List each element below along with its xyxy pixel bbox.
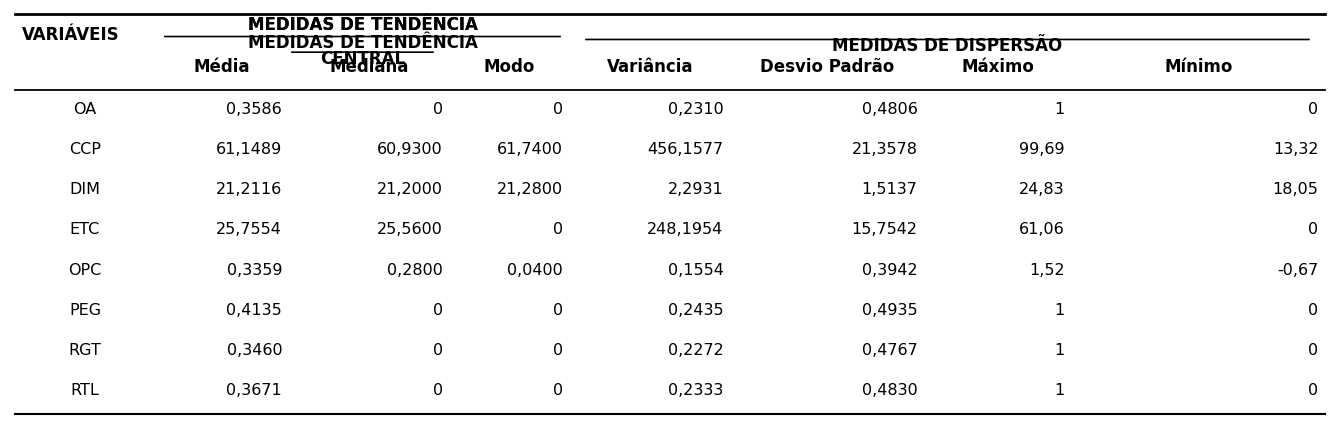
Text: 0,3359: 0,3359	[226, 263, 283, 278]
Text: 18,05: 18,05	[1273, 182, 1319, 197]
Text: 61,06: 61,06	[1018, 222, 1064, 237]
Text: 0,4806: 0,4806	[862, 102, 918, 117]
Text: Média: Média	[194, 58, 251, 76]
Text: 1: 1	[1055, 303, 1064, 318]
Text: 0,2310: 0,2310	[667, 102, 724, 117]
Text: 0: 0	[553, 343, 563, 358]
Text: 60,9300: 60,9300	[377, 142, 442, 157]
Text: PEG: PEG	[68, 303, 100, 318]
Text: MEDIDAS DE TENDÊNCIA: MEDIDAS DE TENDÊNCIA	[248, 16, 477, 34]
Text: 0,2435: 0,2435	[667, 303, 724, 318]
Text: 0,4767: 0,4767	[862, 343, 918, 358]
Text: 25,7554: 25,7554	[216, 222, 283, 237]
Text: 0,2272: 0,2272	[667, 343, 724, 358]
Text: 0: 0	[1308, 222, 1319, 237]
Text: 1: 1	[1055, 343, 1064, 358]
Text: 0,3460: 0,3460	[226, 343, 283, 358]
Text: DIM: DIM	[70, 182, 100, 197]
Text: MEDIDAS DE TENDÊNCIA: MEDIDAS DE TENDÊNCIA	[248, 16, 477, 34]
Text: 0: 0	[1308, 383, 1319, 398]
Text: 0: 0	[553, 383, 563, 398]
Text: 61,1489: 61,1489	[216, 142, 283, 157]
Text: 21,3578: 21,3578	[851, 142, 918, 157]
Text: 0,4935: 0,4935	[862, 303, 918, 318]
Text: Mediana: Mediana	[330, 58, 409, 76]
Text: 21,2000: 21,2000	[377, 182, 442, 197]
Text: 25,5600: 25,5600	[377, 222, 442, 237]
Text: Modo: Modo	[484, 58, 535, 76]
Text: 1,52: 1,52	[1029, 263, 1064, 278]
Text: 15,7542: 15,7542	[851, 222, 918, 237]
Text: 0: 0	[433, 303, 442, 318]
Text: ETC: ETC	[70, 222, 100, 237]
Text: OPC: OPC	[68, 263, 102, 278]
Text: RTL: RTL	[71, 383, 99, 398]
Text: 0,4135: 0,4135	[226, 303, 283, 318]
Text: 1: 1	[1055, 383, 1064, 398]
Text: CENTRAL: CENTRAL	[320, 50, 405, 68]
Text: 0: 0	[433, 383, 442, 398]
Text: Máximo: Máximo	[961, 58, 1034, 76]
Text: 0,2800: 0,2800	[387, 263, 442, 278]
Text: 0,1554: 0,1554	[667, 263, 724, 278]
Text: 0: 0	[553, 303, 563, 318]
Text: OA: OA	[74, 102, 96, 117]
Text: MEDIDAS DE TENDÊNCIA: MEDIDAS DE TENDÊNCIA	[248, 35, 477, 52]
Text: 21,2800: 21,2800	[497, 182, 563, 197]
Text: CCP: CCP	[70, 142, 100, 157]
Text: 0: 0	[553, 102, 563, 117]
Text: 1,5137: 1,5137	[862, 182, 918, 197]
Text: 13,32: 13,32	[1273, 142, 1319, 157]
Text: 24,83: 24,83	[1018, 182, 1064, 197]
Text: 0: 0	[1308, 303, 1319, 318]
Text: 0,4830: 0,4830	[862, 383, 918, 398]
Text: 0: 0	[1308, 102, 1319, 117]
Text: 0,0400: 0,0400	[508, 263, 563, 278]
Text: 1: 1	[1055, 102, 1064, 117]
Text: 61,7400: 61,7400	[497, 142, 563, 157]
Text: MEDIDAS DE DISPERSÃO: MEDIDAS DE DISPERSÃO	[832, 37, 1063, 55]
Text: 99,69: 99,69	[1018, 142, 1064, 157]
Text: VARIÁVEIS: VARIÁVEIS	[21, 26, 119, 44]
Text: 0,3671: 0,3671	[226, 383, 283, 398]
Text: 0,2333: 0,2333	[669, 383, 724, 398]
Text: 0: 0	[1308, 343, 1319, 358]
Text: RGT: RGT	[68, 343, 102, 358]
Text: 2,2931: 2,2931	[667, 182, 724, 197]
Text: -0,67: -0,67	[1277, 263, 1319, 278]
Text: 0,3942: 0,3942	[862, 263, 918, 278]
Text: 0,3586: 0,3586	[226, 102, 283, 117]
Text: Desvio Padrão: Desvio Padrão	[760, 58, 894, 76]
Text: Variância: Variância	[607, 58, 693, 76]
Text: 0: 0	[433, 102, 442, 117]
Text: 248,1954: 248,1954	[647, 222, 724, 237]
Text: 0: 0	[553, 222, 563, 237]
Text: 21,2116: 21,2116	[216, 182, 283, 197]
Text: 456,1577: 456,1577	[647, 142, 724, 157]
Text: 0: 0	[433, 343, 442, 358]
Text: Mínimo: Mínimo	[1164, 58, 1233, 76]
